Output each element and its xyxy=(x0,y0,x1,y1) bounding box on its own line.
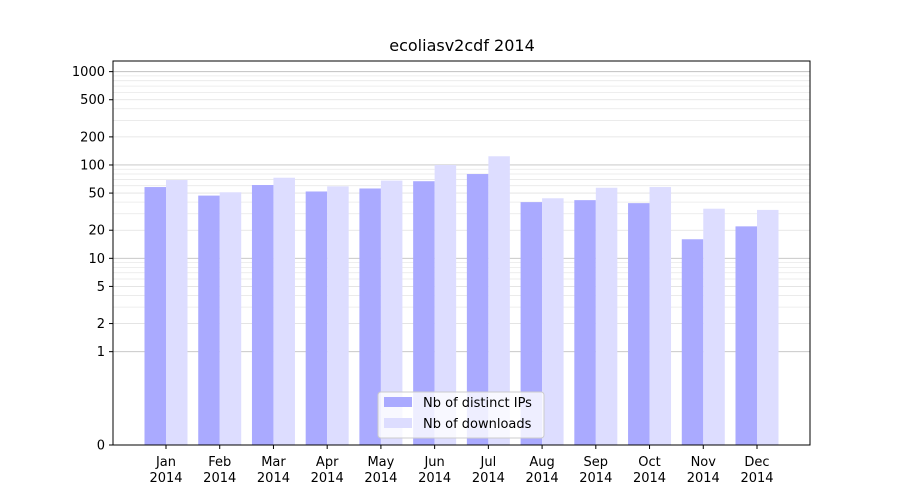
y-axis: 0 1 2 5 10 20 50 100 200 500 1000 xyxy=(72,65,113,454)
y-tick-label: 2 xyxy=(97,317,105,332)
bar-downloads-apr xyxy=(327,186,349,445)
chart-title: ecoliasv2cdf 2014 xyxy=(389,36,535,55)
y-tick-label: 5 xyxy=(97,280,105,295)
bar-distinct-ips-may xyxy=(359,188,381,445)
legend-label: Nb of downloads xyxy=(423,417,532,432)
bar-distinct-ips-apr xyxy=(305,191,328,445)
legend-swatch xyxy=(384,418,412,428)
x-tick-label-month: Jul xyxy=(480,455,497,470)
x-tick-label-year: 2014 xyxy=(472,471,505,486)
bar-downloads-feb xyxy=(219,192,242,445)
y-tick-label: 100 xyxy=(80,158,105,173)
x-tick-label-year: 2014 xyxy=(364,471,397,486)
x-axis: Jan2014Feb2014Mar2014Apr2014May2014Jun20… xyxy=(149,445,774,486)
x-tick-label-year: 2014 xyxy=(579,471,612,486)
x-tick-label-month: Jun xyxy=(423,455,444,470)
legend-label: Nb of distinct IPs xyxy=(423,396,532,411)
x-tick-label-year: 2014 xyxy=(257,471,290,486)
x-tick-label-month: Dec xyxy=(744,455,769,470)
bar-downloads-jan xyxy=(166,180,188,445)
x-tick-label-month: Apr xyxy=(316,455,339,470)
bar-distinct-ips-aug xyxy=(520,202,543,445)
bar-distinct-ips-oct xyxy=(628,203,650,445)
x-tick-label-year: 2014 xyxy=(311,471,344,486)
x-tick-label-year: 2014 xyxy=(687,471,720,486)
legend-box xyxy=(377,391,545,439)
bars xyxy=(144,156,779,446)
x-tick-label-year: 2014 xyxy=(526,471,559,486)
x-tick-label-month: May xyxy=(367,455,394,470)
bar-distinct-ips-dec xyxy=(735,226,757,445)
bar-downloads-aug xyxy=(542,198,564,445)
bar-downloads-mar xyxy=(273,177,295,445)
legend: Nb of distinct IPs Nb of downloads xyxy=(377,391,545,439)
bar-distinct-ips-jul xyxy=(466,174,489,445)
y-tick-label: 1000 xyxy=(72,65,105,80)
x-tick-label-year: 2014 xyxy=(149,471,182,486)
x-tick-label-month: Oct xyxy=(638,455,660,470)
bar-distinct-ips-sep xyxy=(574,200,596,445)
x-tick-label-month: Sep xyxy=(584,455,609,470)
y-tick-label: 200 xyxy=(80,130,105,145)
y-tick-label: 10 xyxy=(88,252,105,267)
x-tick-label-month: Aug xyxy=(529,455,554,470)
x-tick-label-month: Jan xyxy=(155,455,176,470)
bar-distinct-ips-jan xyxy=(144,187,166,445)
bar-downloads-nov xyxy=(703,208,725,445)
bar-downloads-oct xyxy=(649,187,672,445)
bar-distinct-ips-jun xyxy=(413,181,435,446)
x-tick-label-year: 2014 xyxy=(740,471,773,486)
bar-distinct-ips-nov xyxy=(681,239,704,445)
x-tick-label-year: 2014 xyxy=(418,471,451,486)
x-tick-label-month: Feb xyxy=(208,455,231,470)
bar-distinct-ips-mar xyxy=(251,185,274,445)
bar-downloads-jun xyxy=(434,164,457,446)
bar-downloads-sep xyxy=(595,187,618,445)
x-tick-label-year: 2014 xyxy=(633,471,666,486)
y-tick-label: 500 xyxy=(80,93,105,108)
y-tick-label: 0 xyxy=(97,439,105,454)
y-tick-label: 50 xyxy=(88,187,105,202)
bar-distinct-ips-feb xyxy=(198,195,220,445)
bar-downloads-dec xyxy=(757,209,779,445)
x-tick-label-month: Mar xyxy=(261,455,286,470)
y-tick-label: 1 xyxy=(97,345,105,360)
plot-frame xyxy=(112,60,811,446)
x-tick-label-month: Nov xyxy=(691,455,717,470)
x-tick-label-year: 2014 xyxy=(203,471,236,486)
y-tick-label: 20 xyxy=(88,224,105,239)
legend-swatch xyxy=(384,397,412,407)
bar-downloads-jul xyxy=(488,156,510,445)
bar-downloads-may xyxy=(380,180,403,445)
